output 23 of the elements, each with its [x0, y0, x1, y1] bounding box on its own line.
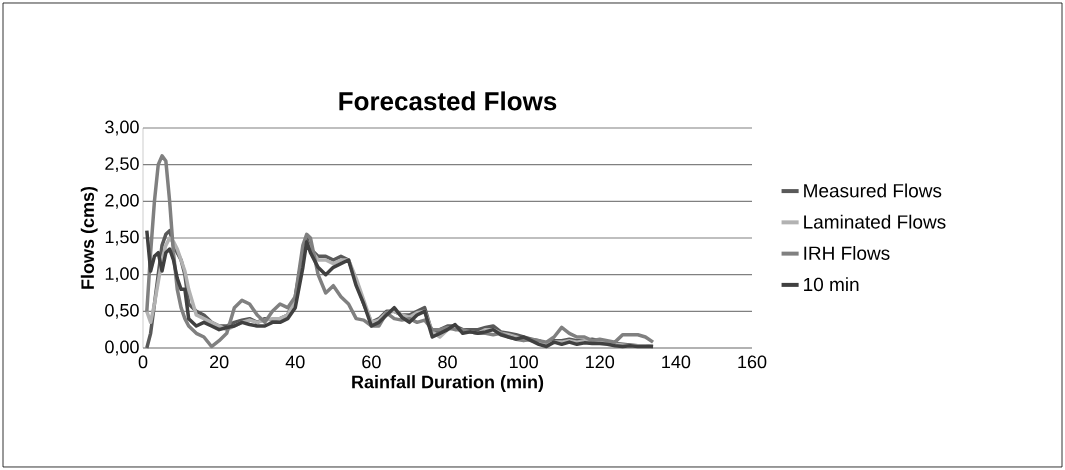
x-tick-label: 40 [285, 355, 305, 369]
x-tick-label: 100 [509, 355, 538, 369]
legend-label: 10 min [804, 277, 859, 292]
x-axis-title: Rainfall Duration (min) [352, 375, 544, 392]
chart-title: Forecasted Flows [339, 91, 557, 111]
legend-label: IRH Flows [804, 245, 890, 260]
x-tick-label: 20 [210, 355, 229, 369]
x-tick-label: 80 [438, 355, 457, 369]
legend-label: Laminated Flows [804, 214, 946, 229]
y-axis-title: Flows (cms) [80, 186, 98, 289]
y-tick-label: 3,00 [105, 120, 139, 136]
x-tick-label: 140 [662, 355, 691, 369]
x-tick-label: 60 [362, 355, 381, 369]
y-tick-label: 2,50 [105, 157, 139, 173]
legend-label: Measured Flows [804, 183, 942, 198]
y-tick-label: 1,50 [105, 230, 139, 246]
y-tick-label: 2,00 [105, 193, 139, 209]
y-tick-label: 0,00 [105, 340, 139, 356]
x-tick-label: 160 [738, 355, 767, 369]
y-tick-label: 0,50 [105, 303, 139, 319]
x-tick-label: 120 [586, 355, 615, 369]
y-tick-label: 1,00 [105, 267, 139, 283]
x-tick-label: 0 [138, 355, 148, 369]
